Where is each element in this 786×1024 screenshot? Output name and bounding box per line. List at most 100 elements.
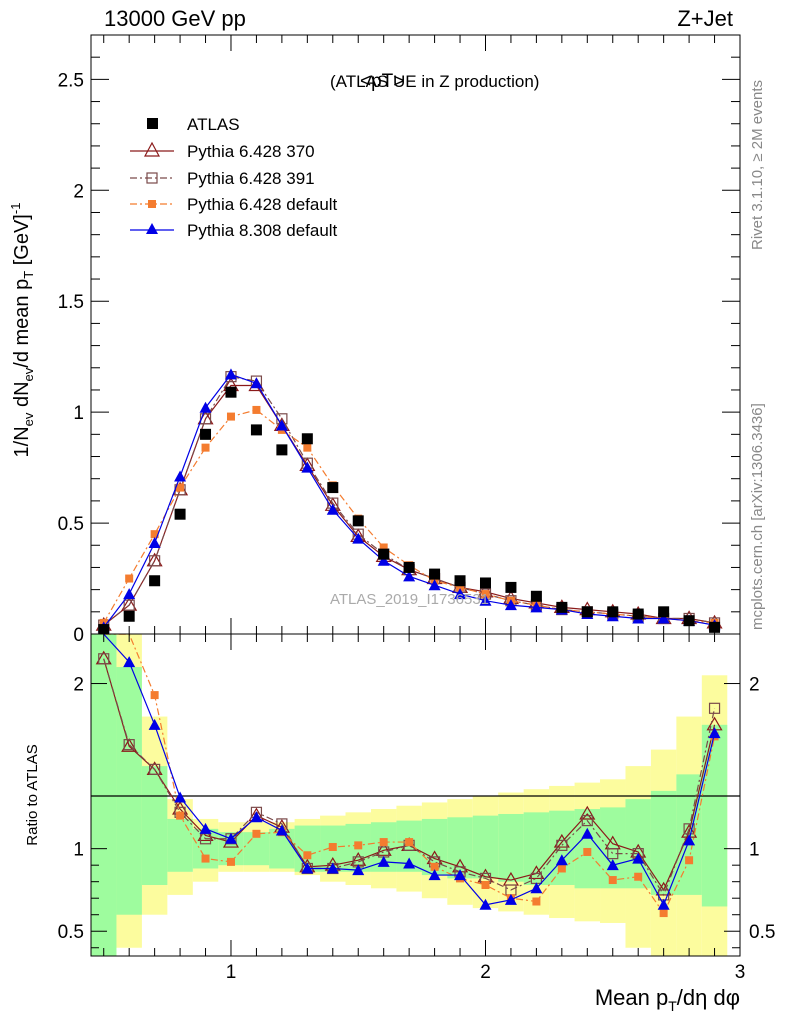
main-point-p6def xyxy=(226,412,235,421)
ratio-y-tick-label-right: 0.5 xyxy=(749,922,775,943)
main-y-tick-label: 1.5 xyxy=(58,292,84,313)
legend: ATLAS Pythia 6.428 370 Pythia 6.428 391 … xyxy=(130,115,338,240)
main-point-atlas xyxy=(225,386,237,398)
ratio-point-p6def xyxy=(583,847,592,856)
main-ticks: 0 0.5 1 1.5 2 2.5 xyxy=(58,35,741,646)
main-point-atlas xyxy=(632,608,644,620)
main-point-p8def xyxy=(428,579,441,591)
ratio-series-layer xyxy=(95,633,723,918)
svg-text:1/Nev dNev/d mean pT [GeV]-1: 1/Nev dNev/d mean pT [GeV]-1 xyxy=(8,203,36,458)
main-point-atlas xyxy=(505,581,517,593)
main-point-p8def xyxy=(250,377,263,389)
ratio-point-p8def xyxy=(377,855,390,867)
ratio-point-p8def xyxy=(352,864,365,876)
rivet-label: Rivet 3.1.10, ≥ 2M events xyxy=(749,80,766,250)
main-point-p6def xyxy=(456,583,465,592)
ratio-y-tick-label: 1 xyxy=(73,840,84,861)
main-point-p391 xyxy=(199,413,212,425)
main-point-p8def xyxy=(148,537,161,549)
ratio-point-p6def xyxy=(532,897,541,906)
main-y-tick-label: 2 xyxy=(73,181,84,202)
main-point-p391 xyxy=(149,555,161,567)
main-point-atlas xyxy=(607,606,619,618)
ratio-band-green xyxy=(523,812,550,885)
legend-label-p370: Pythia 6.428 370 xyxy=(187,142,315,161)
ratio-point-p391 xyxy=(123,739,135,751)
x-tick-label: 1 xyxy=(226,962,237,983)
ratio-point-p8def xyxy=(174,791,187,803)
main-point-atlas xyxy=(250,424,262,436)
main-point-p8def xyxy=(454,588,467,600)
ratio-point-p8def xyxy=(326,862,339,874)
ratio-point-p370 xyxy=(579,805,596,820)
ratio-point-p6def xyxy=(226,857,235,866)
main-point-atlas xyxy=(123,610,135,622)
main-point-p8def xyxy=(123,588,136,600)
main-y-axis-title: 1/Nev dNev/d mean pT [GeV]-1 xyxy=(8,203,36,458)
main-point-p8def xyxy=(657,612,670,624)
ratio-point-p8def xyxy=(250,811,263,823)
main-point-atlas xyxy=(479,577,491,589)
ratio-point-p6def xyxy=(252,829,261,838)
plot-subtitle: (ATLAS UE in Z production) xyxy=(330,72,539,91)
ratio-point-p8def xyxy=(606,859,619,871)
ratio-point-p8def xyxy=(632,852,645,864)
ratio-band-green xyxy=(116,667,142,915)
main-point-atlas xyxy=(454,575,466,587)
legend-marker-p370 xyxy=(143,141,161,157)
main-point-atlas xyxy=(556,601,568,613)
main-point-p8def xyxy=(377,554,390,566)
ratio-band-green xyxy=(701,724,728,907)
ratio-point-p6def xyxy=(659,909,668,918)
main-y-tick-label: 0.5 xyxy=(58,514,84,535)
main-point-p8def xyxy=(479,594,492,606)
ratio-point-p8def xyxy=(301,862,314,874)
legend-marker-p391 xyxy=(146,172,158,184)
ratio-point-p8def xyxy=(581,827,594,839)
main-point-p8def xyxy=(403,570,416,582)
ratio-point-p6def xyxy=(354,841,363,850)
main-point-p6def xyxy=(481,590,490,599)
main-y-tick-label: 0 xyxy=(73,625,84,646)
main-point-p8def xyxy=(224,368,237,380)
main-point-p6def xyxy=(176,483,185,492)
main-y-tick-label: 1 xyxy=(73,403,84,424)
ratio-ticks: 1 2 30.5 0.51 12 2 xyxy=(58,634,775,983)
ratio-point-p6def xyxy=(608,876,617,885)
ratio-y-tick-label: 2 xyxy=(73,675,84,696)
legend-marker-atlas xyxy=(147,118,158,129)
ratio-point-p8def xyxy=(123,656,136,668)
header-process: Z+Jet xyxy=(677,6,733,31)
ratio-point-p8def xyxy=(555,854,568,866)
ratio-point-p370 xyxy=(121,738,138,752)
ratio-point-p8def xyxy=(479,898,492,910)
ratio-band-green xyxy=(141,766,168,885)
plot-title: <pT> xyxy=(360,71,404,92)
main-point-atlas xyxy=(301,433,313,445)
main-point-p8def xyxy=(199,401,212,413)
main-point-atlas xyxy=(327,482,339,494)
main-point-p8def xyxy=(301,461,314,473)
ratio-point-p8def xyxy=(683,834,696,846)
ratio-y-axis-title: Ratio to ATLAS xyxy=(24,744,41,845)
x-axis-title: Mean pT/dη dφ xyxy=(595,985,740,1014)
ratio-point-p391 xyxy=(683,823,695,835)
ratio-point-p8def xyxy=(428,869,441,881)
main-point-atlas xyxy=(683,615,695,627)
legend-label-atlas: ATLAS xyxy=(187,115,240,134)
ratio-point-p391 xyxy=(708,702,721,714)
legend-label-p391: Pythia 6.428 391 xyxy=(187,169,315,188)
ratio-point-p391 xyxy=(98,653,110,665)
ratio-point-p6def xyxy=(150,691,159,700)
ratio-point-p8def xyxy=(708,727,721,739)
ratio-point-p6def xyxy=(685,856,694,865)
legend-marker-p6def xyxy=(148,200,156,208)
main-line-p370 xyxy=(103,384,715,626)
main-point-p8def xyxy=(174,470,187,482)
ratio-point-p6def xyxy=(481,880,490,889)
header-energy: 13000 GeV pp xyxy=(104,6,246,31)
ratio-point-p8def xyxy=(224,832,237,844)
ratio-point-p8def xyxy=(199,822,212,834)
ratio-y-tick-label: 0.5 xyxy=(58,922,84,943)
ratio-point-p8def xyxy=(530,882,543,894)
